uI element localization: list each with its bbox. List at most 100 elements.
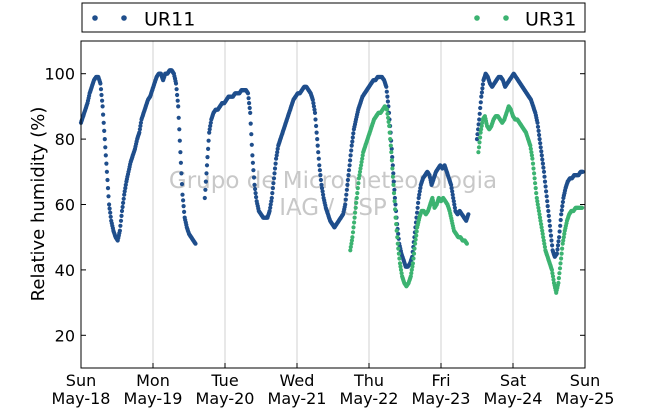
point-UR31-315 (529, 150, 534, 155)
point-UR31-326 (535, 199, 540, 204)
point-UR31-69 (385, 111, 390, 116)
point-UR31-92 (397, 261, 403, 266)
point-UR11-833 (545, 204, 550, 209)
point-UR11-707 (477, 111, 482, 116)
point-UR31-83 (393, 207, 398, 212)
point-UR11-673 (451, 195, 456, 201)
point-UR11-428 (318, 177, 323, 183)
point-UR11-562 (391, 171, 396, 176)
point-UR11-819 (538, 141, 543, 146)
point-UR11-182 (177, 127, 182, 132)
legend-marker-ur11-a (92, 15, 98, 21)
point-UR11-675 (452, 202, 457, 207)
point-UR11-218 (205, 155, 210, 160)
point-UR11-832 (545, 199, 550, 204)
point-UR11-187 (179, 182, 185, 187)
point-UR31-373 (560, 241, 565, 246)
point-UR11-703 (475, 132, 480, 137)
point-UR11-552 (385, 99, 390, 104)
point-UR31-14 (355, 186, 360, 191)
x-tick-day-3: Wed (280, 371, 315, 390)
point-UR11-418 (313, 117, 318, 122)
point-UR11-475 (344, 192, 349, 197)
point-UR11-304 (251, 175, 257, 180)
point-UR11-344 (273, 161, 278, 166)
point-UR11-559 (389, 146, 394, 151)
point-UR31-76 (389, 150, 394, 155)
point-UR11-217 (204, 163, 210, 168)
legend-label-ur11: UR11 (144, 9, 195, 31)
legend-label-ur31: UR31 (525, 9, 576, 31)
point-UR11-108 (137, 130, 142, 135)
point-UR11-188 (180, 192, 185, 197)
point-UR31-77 (389, 158, 394, 163)
point-UR11-858 (559, 212, 564, 217)
point-UR31-322 (533, 181, 538, 186)
point-UR11-488 (351, 131, 356, 136)
point-UR11-337 (269, 195, 274, 201)
point-UR11-43 (102, 128, 107, 133)
point-UR11-610 (417, 192, 422, 197)
point-UR11-303 (251, 168, 256, 173)
point-UR11-840 (549, 238, 554, 243)
point-UR11-571 (396, 231, 401, 236)
point-UR31-368 (557, 266, 563, 271)
point-UR11-73 (118, 223, 123, 228)
point-UR11-54 (108, 210, 113, 215)
point-UR11-212 (193, 241, 198, 246)
point-UR11-295 (247, 101, 252, 106)
point-UR11-72 (117, 228, 122, 233)
gridlines (152, 41, 514, 368)
point-UR31-120 (413, 241, 418, 246)
point-UR31-321 (532, 176, 537, 181)
point-UR11-676 (452, 205, 457, 210)
point-UR31-324 (534, 191, 539, 196)
point-UR11-841 (550, 243, 555, 248)
point-UR11-417 (312, 110, 318, 115)
point-UR31-21 (359, 159, 364, 165)
point-UR11-669 (449, 182, 454, 187)
point-UR31-367 (557, 271, 562, 276)
point-UR11-111 (138, 120, 143, 125)
point-UR31-123 (414, 229, 419, 234)
point-UR31-317 (530, 156, 535, 161)
point-UR31-316 (529, 153, 535, 158)
point-UR11-341 (271, 176, 277, 181)
point-UR31-5 (350, 230, 356, 235)
point-UR11-854 (557, 235, 562, 240)
point-UR11-76 (119, 208, 125, 214)
point-UR31-366 (556, 276, 562, 281)
watermark: Grupo de Micrometeorologia IAG / USP (169, 168, 497, 221)
point-UR11-424 (316, 156, 321, 161)
point-UR11-816 (536, 128, 541, 133)
point-UR11-852 (555, 243, 561, 248)
point-UR11-307 (253, 191, 258, 196)
point-UR11-485 (349, 143, 354, 148)
point-UR11-831 (544, 194, 549, 199)
point-UR31-86 (394, 228, 399, 233)
point-UR11-190 (181, 204, 186, 209)
point-UR11-338 (270, 191, 275, 196)
x-tick-day-5: Fri (431, 371, 450, 390)
point-UR31-17 (357, 173, 362, 178)
point-UR11-81 (122, 189, 127, 194)
point-UR31-335 (540, 228, 545, 233)
point-UR11-191 (182, 209, 187, 214)
point-UR31-371 (559, 251, 564, 256)
point-UR11-74 (118, 218, 124, 223)
point-UR31-91 (397, 256, 402, 261)
point-UR31-116 (410, 261, 415, 266)
point-UR11-482 (348, 158, 353, 163)
point-UR31-73 (387, 130, 392, 135)
point-UR11-481 (347, 163, 352, 168)
point-UR11-674 (451, 199, 456, 204)
point-UR11-42 (101, 120, 106, 125)
point-UR31-112 (408, 274, 413, 279)
x-tick-day-0: Sun (66, 371, 96, 390)
point-UR11-830 (544, 189, 549, 194)
plot-background (81, 41, 585, 368)
point-UR11-820 (538, 145, 543, 150)
point-UR31-336 (540, 231, 545, 236)
point-UR11-222 (207, 127, 212, 132)
